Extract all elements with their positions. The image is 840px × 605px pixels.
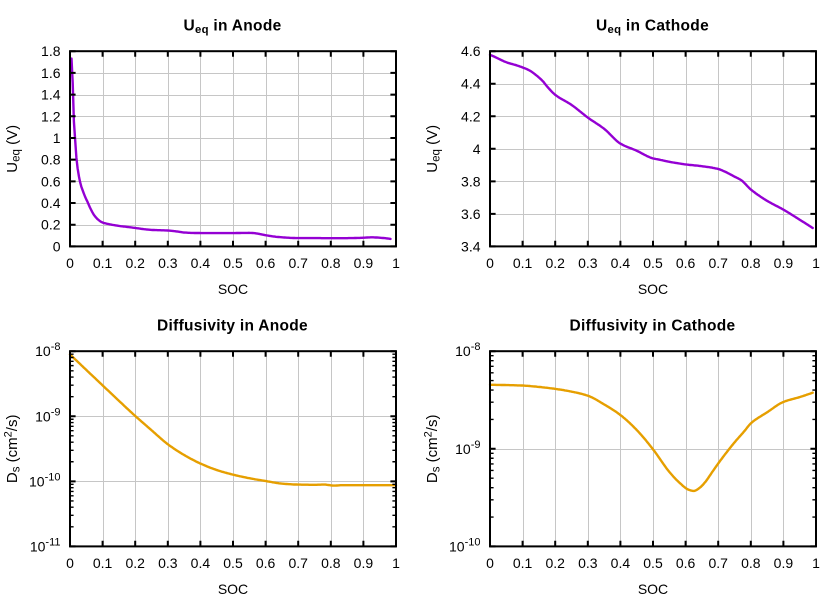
svg-text:0.7: 0.7 <box>288 255 308 271</box>
svg-text:3.4: 3.4 <box>461 238 481 254</box>
svg-text:0.4: 0.4 <box>191 255 211 271</box>
svg-text:Diffusivity in Anode: Diffusivity in Anode <box>157 317 308 334</box>
svg-text:0.6: 0.6 <box>41 173 61 189</box>
svg-text:0.5: 0.5 <box>223 255 243 271</box>
svg-text:4.2: 4.2 <box>461 108 481 124</box>
svg-text:Diffusivity in Cathode: Diffusivity in Cathode <box>570 317 736 334</box>
svg-text:1.2: 1.2 <box>41 108 61 124</box>
svg-text:0: 0 <box>66 255 74 271</box>
svg-text:0.1: 0.1 <box>513 255 533 271</box>
svg-text:SOC: SOC <box>218 581 248 597</box>
svg-text:1: 1 <box>812 555 820 571</box>
svg-text:0.9: 0.9 <box>354 555 374 571</box>
svg-text:4: 4 <box>473 141 481 157</box>
svg-text:Ueq in Cathode: Ueq in Cathode <box>596 17 709 36</box>
svg-text:Ueq in Anode: Ueq in Anode <box>183 17 281 36</box>
svg-text:0.7: 0.7 <box>288 555 308 571</box>
svg-text:0: 0 <box>66 555 74 571</box>
svg-text:0.1: 0.1 <box>513 555 533 571</box>
svg-text:0.8: 0.8 <box>321 555 341 571</box>
svg-text:0.6: 0.6 <box>256 255 276 271</box>
svg-text:0.4: 0.4 <box>41 195 61 211</box>
svg-text:0.8: 0.8 <box>41 152 61 168</box>
svg-text:0.7: 0.7 <box>708 255 728 271</box>
svg-text:0: 0 <box>53 238 61 254</box>
svg-text:0.8: 0.8 <box>741 555 761 571</box>
svg-text:0.2: 0.2 <box>545 555 565 571</box>
svg-text:0.8: 0.8 <box>321 255 341 271</box>
svg-text:0.2: 0.2 <box>125 555 145 571</box>
svg-text:Ds (cm2/s): Ds (cm2/s) <box>423 415 443 484</box>
svg-text:0.1: 0.1 <box>93 255 113 271</box>
svg-text:0.4: 0.4 <box>611 555 631 571</box>
svg-text:0.3: 0.3 <box>158 255 178 271</box>
svg-text:0.3: 0.3 <box>578 555 598 571</box>
svg-text:0.5: 0.5 <box>223 555 243 571</box>
svg-text:3.6: 3.6 <box>461 206 481 222</box>
svg-text:0.6: 0.6 <box>256 555 276 571</box>
svg-text:1: 1 <box>53 130 61 146</box>
svg-text:0.2: 0.2 <box>41 217 61 233</box>
svg-text:0.2: 0.2 <box>125 255 145 271</box>
svg-text:0.9: 0.9 <box>774 555 794 571</box>
svg-text:SOC: SOC <box>638 281 668 297</box>
svg-text:3.8: 3.8 <box>461 173 481 189</box>
svg-text:0.1: 0.1 <box>93 555 113 571</box>
svg-text:0.7: 0.7 <box>708 555 728 571</box>
svg-text:0.8: 0.8 <box>741 255 761 271</box>
svg-text:0: 0 <box>486 255 494 271</box>
svg-text:1: 1 <box>392 555 400 571</box>
svg-text:4.4: 4.4 <box>461 76 481 92</box>
svg-text:0.3: 0.3 <box>158 555 178 571</box>
svg-text:1.6: 1.6 <box>41 65 61 81</box>
svg-text:0.9: 0.9 <box>354 255 374 271</box>
svg-text:Ueq (V): Ueq (V) <box>4 125 23 173</box>
svg-text:SOC: SOC <box>638 581 668 597</box>
svg-text:Ueq (V): Ueq (V) <box>424 125 443 173</box>
svg-text:0.6: 0.6 <box>676 555 696 571</box>
svg-text:4.6: 4.6 <box>461 43 481 59</box>
svg-text:SOC: SOC <box>218 281 248 297</box>
svg-text:0.3: 0.3 <box>578 255 598 271</box>
svg-text:0.2: 0.2 <box>545 255 565 271</box>
svg-text:1: 1 <box>392 255 400 271</box>
svg-text:0.5: 0.5 <box>643 555 663 571</box>
svg-text:0.6: 0.6 <box>676 255 696 271</box>
svg-text:1.4: 1.4 <box>41 87 61 103</box>
svg-text:0.5: 0.5 <box>643 255 663 271</box>
svg-text:0.4: 0.4 <box>611 255 631 271</box>
svg-text:1.8: 1.8 <box>41 43 61 59</box>
svg-text:Ds (cm2/s): Ds (cm2/s) <box>3 415 23 484</box>
svg-text:0: 0 <box>486 555 494 571</box>
svg-text:0.9: 0.9 <box>774 255 794 271</box>
svg-text:1: 1 <box>812 255 820 271</box>
svg-text:0.4: 0.4 <box>191 555 211 571</box>
